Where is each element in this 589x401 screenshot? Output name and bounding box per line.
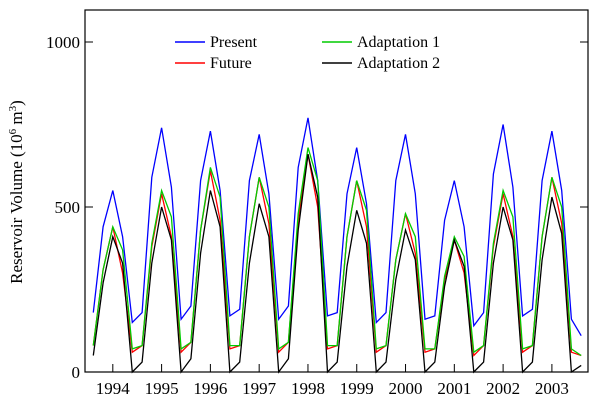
x-tick-label: 2002 — [486, 379, 520, 398]
y-tick-label: 500 — [55, 198, 81, 217]
x-tick-label: 1997 — [242, 379, 277, 398]
y-axis-label: Reservoir Volume (106 m3) — [7, 100, 26, 284]
x-tick-label: 1994 — [96, 379, 131, 398]
x-tick-label: 1996 — [193, 379, 227, 398]
y-label-part: m — [7, 111, 26, 128]
legend-label: Future — [210, 55, 252, 72]
series-line — [92, 154, 582, 357]
y-tick-label: 0 — [72, 363, 81, 382]
x-tick-label: 2000 — [389, 379, 423, 398]
y-label-sup: 3 — [7, 105, 19, 111]
y-label-sup: 6 — [7, 128, 19, 134]
x-tick-label: 1999 — [340, 379, 374, 398]
x-tick-label: 2001 — [437, 379, 471, 398]
series-line — [92, 117, 582, 337]
x-tick-label: 1998 — [291, 379, 325, 398]
series-line — [92, 154, 582, 374]
x-tick-label: 1995 — [145, 379, 179, 398]
y-tick-label: 1000 — [46, 33, 80, 52]
x-tick-label: 2003 — [535, 379, 569, 398]
legend-label: Present — [210, 34, 258, 51]
y-label-part: Reservoir Volume (10 — [7, 134, 26, 284]
legend-label: Adaptation 1 — [357, 34, 440, 51]
y-label-part: ) — [7, 100, 26, 106]
legend-label: Adaptation 2 — [357, 55, 440, 72]
plot-frame — [84, 9, 589, 373]
series-line — [92, 147, 582, 357]
